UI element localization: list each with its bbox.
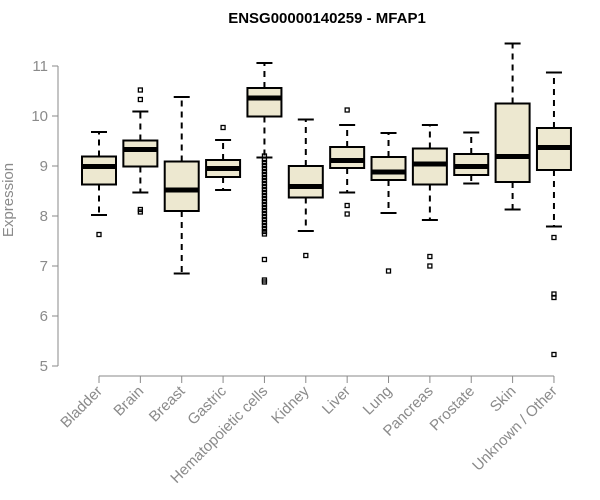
outlier-point <box>261 279 268 285</box>
outlier-point <box>261 195 268 202</box>
outlier-point <box>261 192 268 199</box>
outlier-point <box>261 198 268 205</box>
outlier-point <box>551 294 557 301</box>
outlier-point <box>137 96 144 103</box>
x-tick-label: Skin <box>487 383 520 416</box>
outlier-point <box>261 156 268 163</box>
outlier-point <box>261 165 268 172</box>
outlier-point <box>261 225 268 232</box>
outlier-point <box>344 202 350 209</box>
outlier-point <box>261 168 268 175</box>
outlier-point <box>344 107 350 113</box>
iqr-box <box>329 146 366 169</box>
outlier-point <box>261 189 268 196</box>
y-tick-label: 11 <box>32 58 48 75</box>
x-tick-label: Kidney <box>268 382 313 427</box>
box-bladder <box>81 131 117 238</box>
iqr-box <box>287 165 324 199</box>
box-lung <box>370 132 407 274</box>
outlier-point <box>261 222 268 229</box>
outlier-point <box>385 268 392 274</box>
iqr-box <box>81 155 117 186</box>
y-tick-label: 8 <box>40 208 48 225</box>
y-tick-label: 9 <box>40 158 48 175</box>
x-tick-label: Brain <box>110 383 147 420</box>
y-tick-label: 6 <box>40 308 48 325</box>
x-tick-label: Prostate <box>427 383 479 435</box>
outlier-point <box>344 211 350 217</box>
outlier-point <box>261 207 268 214</box>
outlier-point <box>261 204 268 211</box>
outlier-point <box>220 124 226 131</box>
outlier-point <box>261 219 268 226</box>
outlier-point <box>96 231 102 238</box>
box-hematopoietic-cells <box>246 62 283 285</box>
box-gastric <box>205 124 242 191</box>
y-tick-label: 5 <box>40 358 48 375</box>
outlier-point <box>261 162 268 169</box>
iqr-box <box>246 87 283 118</box>
iqr-box <box>494 102 531 183</box>
box-kidney <box>287 118 324 259</box>
outlier-point <box>261 210 268 217</box>
outlier-point <box>261 213 268 220</box>
outlier-point <box>137 87 144 93</box>
outlier-point <box>261 171 268 178</box>
iqr-box <box>163 160 200 212</box>
outlier-point <box>261 177 268 184</box>
outlier-point <box>261 174 268 181</box>
x-tick-label: Breast <box>146 382 189 425</box>
y-axis-title: Expression <box>0 163 17 237</box>
box-liver <box>329 107 366 217</box>
outlier-point <box>261 231 268 237</box>
outlier-point <box>551 234 557 241</box>
iqr-box <box>370 156 407 181</box>
y-tick-label: 10 <box>31 108 48 125</box>
box-pancreas <box>411 124 448 269</box>
outlier-point <box>261 201 268 208</box>
outlier-point <box>137 206 144 213</box>
iqr-box <box>122 139 159 168</box>
box-unknown-other <box>535 71 572 358</box>
y-axis: 5 6 7 8 9 10 11 <box>31 58 59 375</box>
outlier-point <box>427 253 433 260</box>
y-tick-label: 7 <box>40 258 48 275</box>
outlier-point <box>261 186 268 193</box>
x-tick-label: Liver <box>319 383 354 418</box>
outlier-point <box>261 216 268 223</box>
outlier-point <box>261 256 268 263</box>
box-prostate <box>453 131 490 185</box>
x-tick-label: Lung <box>360 383 396 419</box>
outlier-point <box>261 180 268 187</box>
box-brain <box>122 87 159 215</box>
outlier-point <box>261 159 268 166</box>
outlier-point <box>427 263 433 269</box>
outlier-point <box>303 252 309 259</box>
outlier-point <box>261 183 268 190</box>
chart-title: ENSG00000140259 - MFAP1 <box>228 10 426 27</box>
box-breast <box>163 96 200 275</box>
outlier-point <box>551 351 557 358</box>
boxes-group <box>81 42 572 358</box>
box-skin <box>494 42 531 211</box>
x-tick-label: Bladder <box>57 383 106 432</box>
